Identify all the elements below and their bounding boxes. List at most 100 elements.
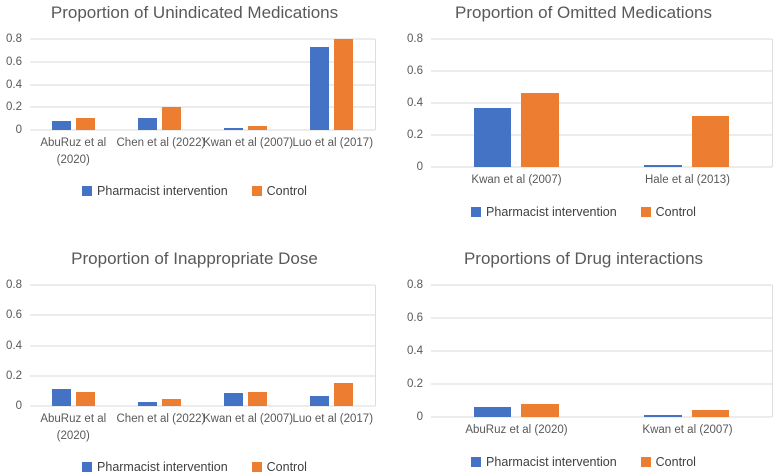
category-axis: AbuRuz et al (2020) Chen et al (2022) Kwan…	[30, 411, 376, 444]
y-axis-tick-label: 0.8	[407, 279, 423, 292]
legend-label: Control	[655, 454, 696, 469]
bar-groups	[30, 39, 375, 131]
category-axis: AbuRuz et al (2020) Kwan et al (2007)	[431, 422, 773, 439]
gridline	[431, 70, 772, 72]
category-label: AbuRuz et al (2020)	[40, 413, 107, 442]
bar-group	[203, 285, 289, 407]
gridline	[30, 38, 375, 40]
bar-group	[203, 39, 289, 131]
bar-control	[521, 93, 559, 168]
gridline	[431, 383, 772, 385]
y-axis-tick-label: 0	[15, 400, 22, 413]
bar-group	[289, 39, 375, 131]
bar-control	[75, 117, 95, 131]
bar-groups	[431, 39, 772, 168]
legend-swatch-pharmacist-intervention	[82, 186, 93, 197]
category-label: Chen et al (2022)	[116, 137, 206, 150]
y-axis-tick-label: 0.8	[6, 33, 22, 46]
category-label: Kwan et al (2007)	[642, 424, 733, 437]
category-label: Kwan et al (2007)	[203, 137, 294, 150]
category-label: Luo et al (2017)	[292, 413, 374, 426]
y-axis-tick-label: 0.2	[407, 378, 423, 391]
bar-pharmacist-intervention	[224, 393, 244, 407]
bar-control	[521, 403, 559, 418]
legend-item-control: Control	[640, 204, 696, 219]
chart-title: Proportion of Unindicated Medications	[50, 3, 339, 22]
legend-item-pharmacist-intervention: Pharmacist intervention	[471, 205, 617, 219]
bar-group	[116, 39, 202, 131]
bar-control	[161, 107, 181, 131]
y-axis-tick-label: 0.6	[407, 312, 423, 325]
y-axis-tick-label: 0.8	[6, 279, 22, 292]
legend-swatch-pharmacist-intervention	[471, 456, 482, 467]
category-label: AbuRuz et al (2020)	[40, 137, 107, 166]
bar-group	[116, 285, 202, 407]
legend-label: Control	[655, 204, 696, 219]
y-axis-tick-label: 0	[416, 411, 423, 424]
gridline	[30, 61, 375, 63]
y-axis-tick-label: 0.6	[407, 65, 423, 78]
y-axis-tick-label: 0.2	[6, 369, 22, 382]
bar-groups	[431, 285, 773, 418]
y-axis-tick-label: 0.6	[6, 55, 22, 68]
legend-item-control: Control	[251, 460, 307, 474]
bar-pharmacist-intervention	[51, 389, 71, 407]
gridline	[431, 317, 772, 319]
gridline	[30, 314, 375, 316]
legend-label: Pharmacist intervention	[486, 454, 617, 469]
gridline	[30, 405, 375, 407]
legend: Pharmacist intervention Control	[0, 460, 389, 474]
gridline	[431, 350, 772, 352]
bar-groups	[30, 285, 375, 407]
gridline	[30, 106, 375, 108]
bar-pharmacist-intervention	[644, 414, 682, 418]
chart-omitted-medications: Proportion of Omitted Medications 0 0.2 0.…	[389, 0, 778, 238]
bar-group	[30, 39, 116, 131]
bar-control	[334, 383, 354, 407]
bar-control	[691, 410, 730, 418]
legend-item-pharmacist-intervention: Pharmacist intervention	[82, 184, 228, 198]
legend: Pharmacist intervention Control	[389, 205, 778, 219]
bar-group	[602, 285, 773, 418]
chart-title: Proportions of Drug interactions	[463, 249, 704, 268]
category-axis: Kwan et al (2007) Hale et al (2013)	[431, 172, 773, 189]
chart-drug-interactions: Proportions of Drug interactions 0 0.2 0.4…	[389, 238, 778, 475]
gridline	[30, 375, 375, 377]
legend-item-control: Control	[251, 184, 307, 199]
legend-item-control: Control	[640, 454, 696, 469]
gridline	[30, 84, 375, 86]
y-axis-tick-label: 0.6	[6, 309, 22, 322]
legend-swatch-control	[640, 206, 651, 217]
gridline	[431, 134, 772, 136]
chart-title: Proportion of Inappropriate Dose	[71, 249, 318, 268]
chart-inappropriate-dose: Proportion of Inappropriate Dose 0 0.2 0.4…	[0, 238, 389, 475]
gridline	[431, 102, 772, 104]
chart-unindicated-medications: Proportion of Unindicated Medications 0 0…	[0, 0, 389, 238]
plot-area: 0 0.2 0.4 0.6 0.8	[6, 33, 376, 136]
legend-label: Pharmacist intervention	[97, 460, 228, 475]
bar-group	[289, 285, 375, 407]
legend-swatch-pharmacist-intervention	[82, 462, 93, 473]
y-axis-tick-label: 0.2	[6, 101, 22, 114]
category-axis: AbuRuz et al (2020) Chen et al (2022) Kwan…	[30, 135, 376, 168]
bar-control	[75, 392, 95, 407]
y-axis-tick-label: 0.4	[6, 339, 22, 352]
bar-pharmacist-intervention	[137, 117, 157, 131]
bar-pharmacist-intervention	[224, 127, 244, 131]
bar-pharmacist-intervention	[473, 107, 512, 168]
legend-label: Pharmacist intervention	[486, 204, 617, 219]
legend-label: Control	[266, 184, 307, 199]
bar-control	[334, 39, 354, 131]
category-label: Chen et al (2022)	[116, 413, 206, 426]
bar-group	[431, 285, 602, 418]
gridline	[431, 166, 772, 168]
chart-title: Proportion of Omitted Medications	[454, 3, 712, 22]
y-axis-tick-label: 0.4	[407, 97, 423, 110]
category-label: Hale et al (2013)	[644, 174, 731, 187]
category-label: Kwan et al (2007)	[203, 413, 294, 426]
bar-pharmacist-intervention	[51, 120, 71, 131]
bar-group	[30, 285, 116, 407]
y-axis-tick-label: 0.4	[407, 345, 423, 358]
y-axis-tick-label: 0	[15, 124, 22, 137]
